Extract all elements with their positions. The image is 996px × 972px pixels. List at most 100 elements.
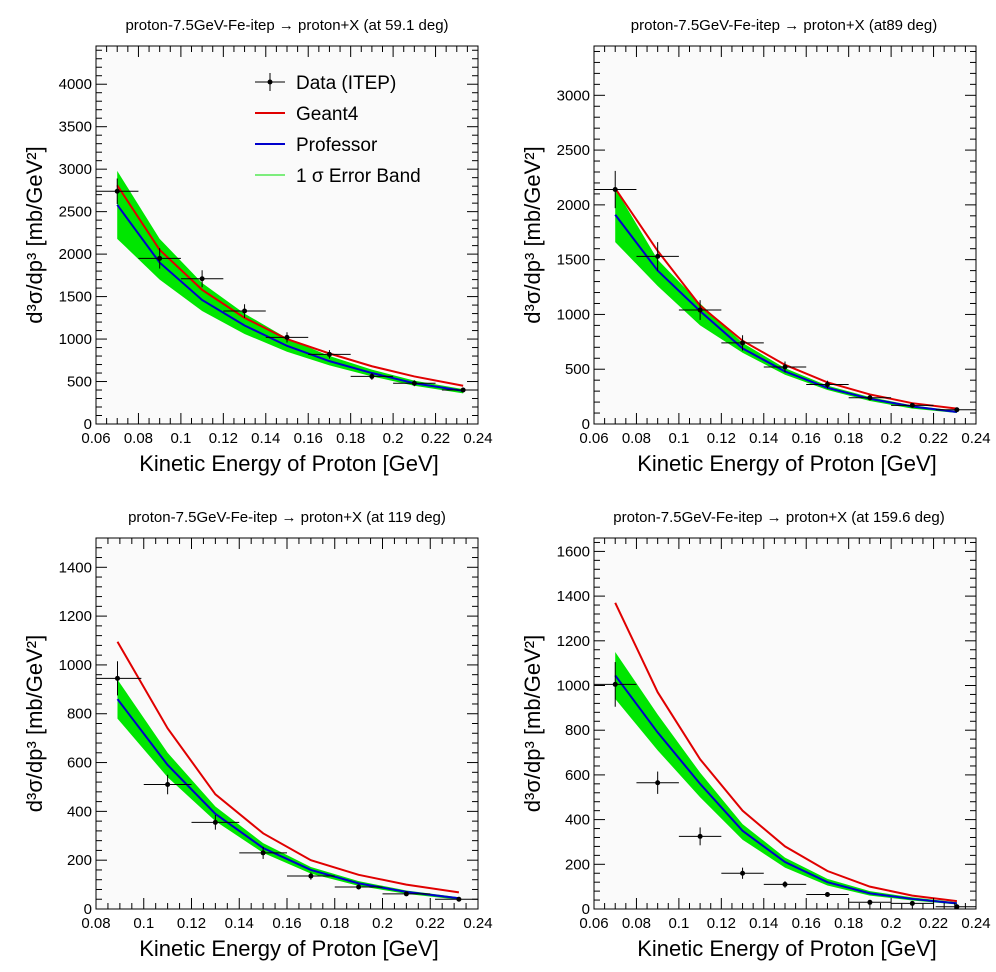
chart-panel-3: proton-7.5GeV-Fe-itep → proton+X (at 119… — [22, 509, 493, 961]
x-tick-label: 0.08 — [124, 430, 153, 447]
chart-title: proton-7.5GeV-Fe-itep → proton+X (at89 d… — [631, 17, 937, 34]
data-point — [867, 395, 873, 401]
y-tick-label: 1000 — [59, 331, 92, 348]
x-axis-title: Kinetic Energy of Proton [GeV] — [139, 936, 439, 961]
x-tick-label: 0.22 — [919, 915, 948, 932]
plot-area — [594, 46, 976, 424]
y-tick-label: 1200 — [557, 633, 590, 650]
data-point — [909, 402, 915, 408]
y-tick-label: 0 — [582, 901, 590, 918]
x-tick-label: 0.1 — [133, 915, 154, 932]
x-tick-label: 0.18 — [834, 430, 863, 447]
x-tick-label: 0.14 — [749, 430, 778, 447]
y-axis-title: d³σ/dp³ [mb/GeV²] — [520, 635, 545, 812]
data-point — [954, 407, 960, 413]
x-tick-label: 0.2 — [372, 915, 393, 932]
x-tick-label: 0.12 — [707, 915, 736, 932]
legend: Data (ITEP) Geant4 Professor 1 σ Error Band — [255, 73, 421, 187]
y-tick-label: 0 — [84, 416, 92, 433]
data-point — [612, 187, 618, 193]
professor-line — [614, 674, 957, 905]
y-tick-label: 3000 — [59, 161, 92, 178]
data-point — [740, 870, 746, 876]
x-tick-label: 0.16 — [792, 915, 821, 932]
chart-panel-1: proton-7.5GeV-Fe-itep → proton+X (at 59.… — [22, 17, 493, 476]
error-band — [117, 170, 464, 394]
y-axis-title: d³σ/dp³ [mb/GeV²] — [520, 146, 545, 323]
data-point — [212, 819, 218, 825]
data-point — [356, 884, 362, 890]
y-tick-label: 1000 — [557, 678, 590, 695]
x-tick-label: 0.06 — [81, 430, 110, 447]
y-tick-label: 1500 — [59, 289, 92, 306]
y-axis-title: d³σ/dp³ [mb/GeV²] — [22, 146, 47, 323]
data-point — [157, 255, 163, 261]
legend-label: Data (ITEP) — [296, 73, 396, 94]
error-band — [615, 651, 957, 905]
x-tick-label: 0.22 — [416, 915, 445, 932]
chart-panel-4: proton-7.5GeV-Fe-itep → proton+X (at 159… — [520, 509, 991, 961]
data-point — [697, 833, 703, 839]
data-point — [782, 364, 788, 370]
legend-label: 1 σ Error Band — [296, 166, 421, 187]
y-tick-label: 500 — [565, 361, 590, 378]
plot-area — [96, 46, 478, 424]
x-tick-label: 0.24 — [961, 915, 990, 932]
x-tick-label: 0.14 — [225, 915, 254, 932]
data-point — [824, 891, 830, 897]
data-point — [867, 899, 873, 905]
y-tick-label: 800 — [67, 706, 92, 723]
x-axis-title: Kinetic Energy of Proton [GeV] — [637, 451, 937, 476]
legend-marker-dot — [267, 79, 273, 85]
data-point — [326, 351, 332, 357]
professor-line — [116, 698, 460, 900]
x-tick-label: 0.2 — [881, 430, 902, 447]
x-tick-label: 0.06 — [579, 915, 608, 932]
data-point — [782, 881, 788, 887]
x-tick-label: 0.18 — [834, 915, 863, 932]
data-point — [740, 340, 746, 346]
y-tick-label: 200 — [565, 856, 590, 873]
data-point — [369, 373, 375, 379]
data-point — [824, 382, 830, 388]
chart-title: proton-7.5GeV-Fe-itep → proton+X (at 119… — [128, 509, 446, 526]
y-tick-label: 0 — [84, 901, 92, 918]
x-tick-label: 0.24 — [463, 430, 492, 447]
chart-panel-2: proton-7.5GeV-Fe-itep → proton+X (at89 d… — [520, 17, 991, 476]
x-tick-label: 0.24 — [961, 430, 990, 447]
data-point — [199, 276, 205, 282]
y-tick-label: 1400 — [59, 559, 92, 576]
x-tick-label: 0.08 — [622, 915, 651, 932]
y-tick-label: 1000 — [59, 657, 92, 674]
data-point — [612, 681, 618, 687]
y-tick-label: 3500 — [59, 119, 92, 136]
x-axis-title: Kinetic Energy of Proton [GeV] — [637, 936, 937, 961]
chart-title: proton-7.5GeV-Fe-itep → proton+X (at 59.… — [125, 17, 448, 34]
x-tick-label: 0.12 — [707, 430, 736, 447]
data-point — [655, 780, 661, 786]
x-tick-label: 0.12 — [177, 915, 206, 932]
legend-label: Professor — [296, 135, 378, 156]
y-axis-title: d³σ/dp³ [mb/GeV²] — [22, 635, 47, 812]
x-tick-label: 0.1 — [668, 915, 689, 932]
data-point — [260, 850, 266, 856]
y-tick-label: 4000 — [59, 76, 92, 93]
geant4-line — [116, 641, 460, 894]
y-tick-label: 200 — [67, 852, 92, 869]
y-tick-label: 1200 — [59, 608, 92, 625]
y-tick-label: 1500 — [557, 252, 590, 269]
y-tick-label: 800 — [565, 722, 590, 739]
y-tick-label: 2500 — [557, 142, 590, 159]
x-tick-label: 0.14 — [251, 430, 280, 447]
x-tick-label: 0.06 — [579, 430, 608, 447]
y-tick-label: 600 — [565, 767, 590, 784]
x-tick-label: 0.22 — [421, 430, 450, 447]
x-tick-label: 0.24 — [463, 915, 492, 932]
x-tick-label: 0.1 — [668, 430, 689, 447]
data-point — [954, 904, 960, 910]
data-point — [165, 782, 171, 788]
geant4-line — [614, 602, 958, 903]
y-tick-label: 2000 — [59, 246, 92, 263]
data-point — [456, 896, 462, 902]
